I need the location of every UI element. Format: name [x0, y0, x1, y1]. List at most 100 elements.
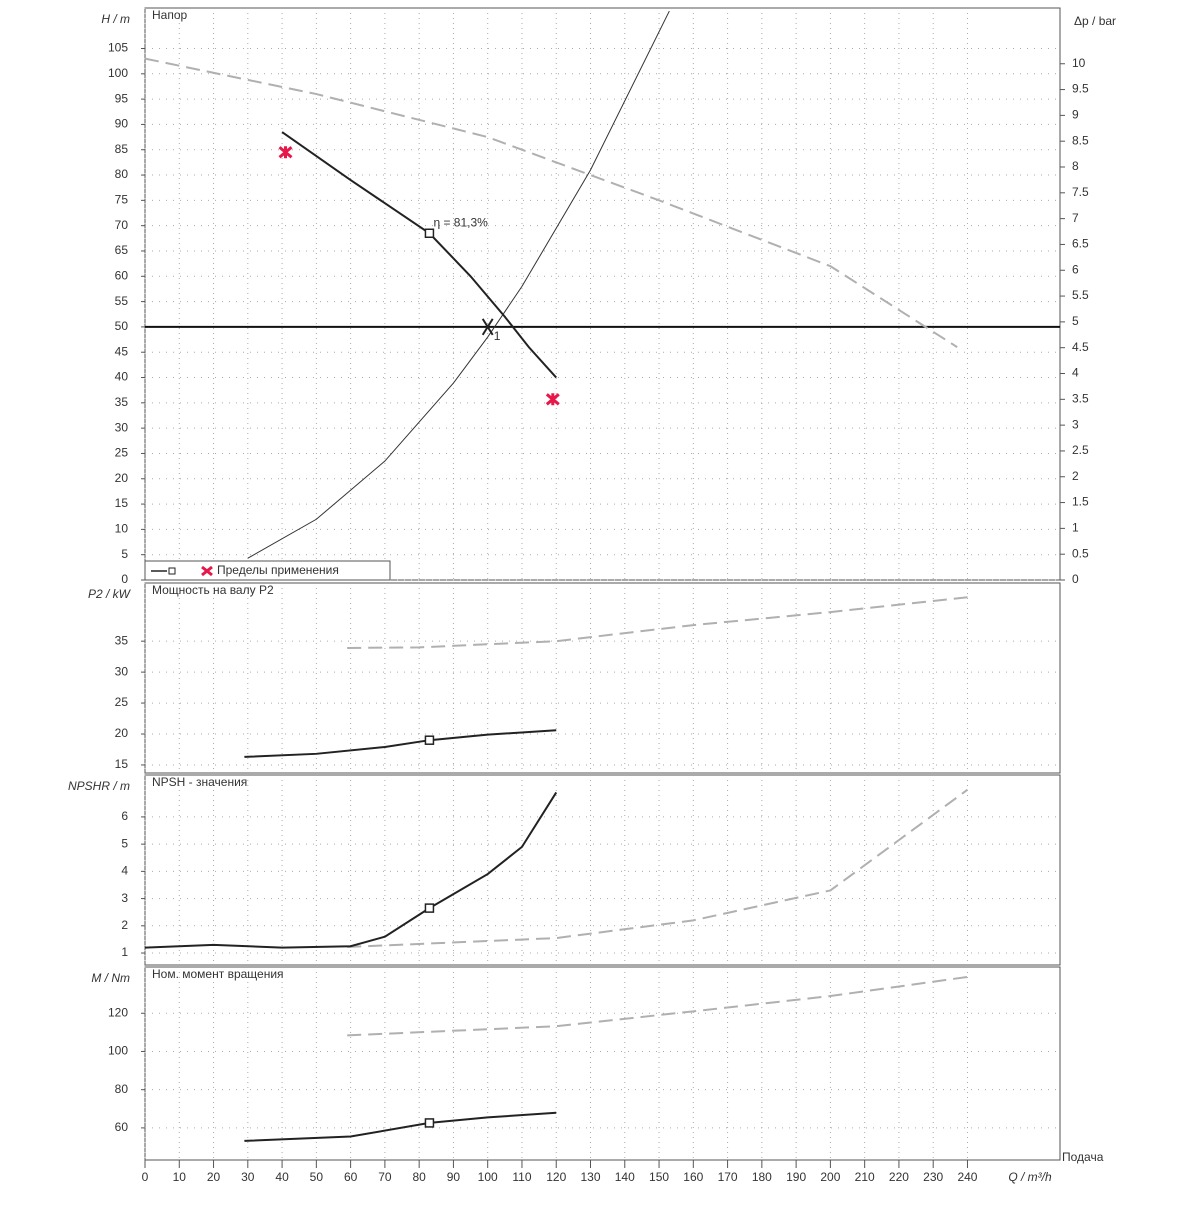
y-tick-label: 60: [115, 268, 129, 282]
x-tick-label: 190: [786, 1170, 806, 1184]
y-tick-label: 120: [108, 1005, 128, 1019]
y2-tick-label: 9: [1072, 108, 1079, 122]
panel-title: Ном. момент вращения: [152, 967, 284, 981]
y-tick-label: 35: [115, 395, 129, 409]
y2-tick-label: 4: [1072, 366, 1079, 380]
y-tick-label: 35: [115, 633, 129, 647]
y2-tick-label: 5: [1072, 314, 1079, 328]
y-axis-label: M / Nm: [91, 971, 130, 985]
y-tick-label: 75: [115, 193, 129, 207]
y-tick-label: 20: [115, 726, 129, 740]
y2-tick-label: 2: [1072, 469, 1079, 483]
y-tick-label: 30: [115, 420, 129, 434]
y-tick-label: 0: [121, 572, 128, 586]
y-tick-label: 10: [115, 522, 129, 536]
y-tick-label: 30: [115, 664, 129, 678]
y-tick-label: 25: [115, 695, 129, 709]
x-tick-label: 40: [275, 1170, 289, 1184]
y-tick-label: 55: [115, 294, 129, 308]
x-tick-label: 0: [142, 1170, 149, 1184]
legend-box: [144, 560, 391, 581]
y-tick-label: 100: [108, 1044, 128, 1058]
y2-tick-label: 0.5: [1072, 546, 1089, 560]
point-marker: [424, 903, 435, 913]
x-tick-label: 130: [580, 1170, 600, 1184]
x-axis-label: Q / m³/h: [1008, 1170, 1052, 1184]
y-tick-label: 15: [115, 496, 129, 510]
y-tick-label: 15: [115, 757, 129, 771]
y-tick-label: 80: [115, 1082, 129, 1096]
y-tick-label: 25: [115, 446, 129, 460]
x-tick-label: 50: [310, 1170, 324, 1184]
y2-tick-label: 8: [1072, 159, 1079, 173]
legend-label: Пределы применения: [217, 563, 339, 577]
legend-swatch: [168, 567, 176, 575]
y-tick-label: 45: [115, 344, 129, 358]
limit-marker: [278, 146, 293, 159]
y2-tick-label: 3.5: [1072, 391, 1089, 405]
annotation: η = 81,3%: [433, 215, 488, 229]
x-tick-label: 120: [546, 1170, 566, 1184]
x-tick-label: 160: [683, 1170, 703, 1184]
y-tick-label: 65: [115, 243, 129, 257]
y2-tick-label: 7.5: [1072, 185, 1089, 199]
y2-tick-label: 6.5: [1072, 237, 1089, 251]
curve: [247, 10, 670, 559]
x-tick-label: 220: [889, 1170, 909, 1184]
point-marker: [424, 735, 435, 745]
plot-frame: [144, 966, 1061, 1161]
y2-axis-label: Δp / bar: [1074, 14, 1116, 28]
y2-tick-label: 2.5: [1072, 443, 1089, 457]
panel-title: Напор: [152, 8, 188, 22]
y-tick-label: 50: [115, 319, 129, 333]
y-tick-label: 4: [121, 864, 128, 878]
curve: [244, 1111, 557, 1142]
x-tick-label: 60: [344, 1170, 358, 1184]
panel-title: NPSH - значения: [152, 775, 247, 789]
curve: [144, 791, 558, 949]
y-tick-label: 95: [115, 91, 129, 105]
operating-point: [481, 318, 494, 336]
legend-swatch: [201, 565, 213, 577]
x-tick-label: 100: [478, 1170, 498, 1184]
y-tick-label: 70: [115, 218, 129, 232]
y2-tick-label: 6: [1072, 262, 1079, 276]
y-tick-label: 105: [108, 41, 128, 55]
x-tick-label: 70: [378, 1170, 392, 1184]
y-tick-label: 2: [121, 918, 128, 932]
y2-tick-label: 1.5: [1072, 495, 1089, 509]
curve: [144, 57, 958, 348]
y2-tick-label: 1: [1072, 521, 1079, 535]
curve: [244, 729, 557, 758]
y-tick-label: 3: [121, 891, 128, 905]
y-tick-label: 5: [121, 547, 128, 561]
x-tick-label: 210: [855, 1170, 875, 1184]
x-tick-label: 230: [923, 1170, 943, 1184]
x-tick-label: 240: [957, 1170, 977, 1184]
point-marker: [424, 1118, 435, 1128]
y-tick-label: 80: [115, 167, 129, 181]
y-axis-label: H / m: [101, 12, 130, 26]
limit-marker: [545, 393, 560, 406]
x-tick-label: 140: [615, 1170, 635, 1184]
curve: [347, 596, 968, 649]
x-tick-label: 200: [820, 1170, 840, 1184]
x-tick-label: 170: [718, 1170, 738, 1184]
point-label: 1: [494, 329, 501, 343]
x-tick-label: 20: [207, 1170, 221, 1184]
y2-tick-label: 10: [1072, 56, 1086, 70]
curve: [347, 788, 969, 949]
x-caption: Подача: [1062, 1150, 1104, 1164]
x-tick-label: 90: [447, 1170, 461, 1184]
y-tick-label: 60: [115, 1120, 129, 1134]
y2-tick-label: 0: [1072, 572, 1079, 586]
y-tick-label: 90: [115, 117, 129, 131]
y2-tick-label: 9.5: [1072, 82, 1089, 96]
x-tick-label: 80: [412, 1170, 426, 1184]
x-tick-label: 30: [241, 1170, 255, 1184]
x-tick-label: 10: [173, 1170, 187, 1184]
curve: [281, 131, 557, 379]
y2-tick-label: 8.5: [1072, 133, 1089, 147]
x-tick-label: 110: [512, 1170, 531, 1184]
